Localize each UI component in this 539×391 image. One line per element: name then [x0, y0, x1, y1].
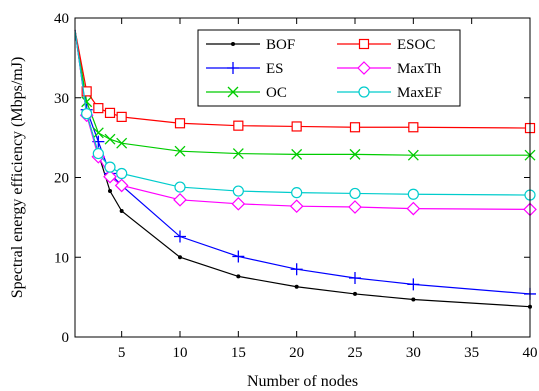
data-point-maxef: [291, 187, 303, 199]
data-point-maxef: [232, 185, 244, 197]
data-point-oc: [104, 133, 116, 145]
data-point-maxef: [81, 108, 93, 120]
data-point-maxef: [349, 187, 361, 200]
legend-item-esoc: ESOC: [337, 37, 435, 53]
legend-marker-oc: [227, 86, 239, 98]
legend-label-oc: OC: [266, 85, 287, 101]
legend-label-esoc: ESOC: [397, 37, 435, 53]
data-point-oc: [92, 127, 104, 139]
plot-marks: [74, 29, 537, 309]
legend-label-maxef: MaxEF: [397, 85, 442, 101]
data-point-bof: [178, 255, 182, 260]
axis-ticks: 5 10 15 20 25 30 35 40 0 10 20 30 40: [54, 11, 538, 361]
data-point-maxef: [104, 161, 116, 173]
series-maxth: [74, 29, 537, 217]
data-point-oc: [349, 148, 361, 160]
data-point-oc: [407, 149, 419, 161]
data-point-esoc: [349, 122, 361, 133]
data-point-bof: [294, 284, 299, 289]
data-point-maxth: [114, 178, 129, 193]
data-point-maxth: [348, 200, 362, 214]
legend-item-es: ES: [206, 61, 284, 77]
data-point-esoc: [104, 107, 116, 119]
x-tick-label: 40: [523, 345, 538, 361]
data-point-maxef: [174, 181, 186, 193]
data-point-esoc: [233, 120, 244, 131]
data-point-es: [407, 278, 420, 291]
series-maxef: [74, 29, 536, 201]
data-point-esoc: [81, 86, 92, 97]
data-point-oc: [291, 148, 303, 160]
legend-marker-bof: [231, 42, 235, 46]
data-point-oc: [116, 137, 128, 149]
y-axis-label: Spectral energy efficiency (Mbps/mJ): [9, 57, 26, 299]
data-point-maxth: [406, 201, 421, 216]
data-point-maxth: [289, 199, 304, 214]
data-point-bof: [353, 291, 357, 296]
y-tick-label: 0: [62, 330, 70, 346]
y-tick-label: 20: [54, 171, 69, 187]
y-tick-label: 10: [54, 250, 69, 266]
x-tick-label: 10: [173, 345, 188, 361]
legend-marker-esoc: [358, 38, 370, 50]
x-axis-label: Number of nodes: [247, 373, 358, 390]
legend-item-oc: OC: [206, 85, 287, 101]
x-tick-label: 20: [289, 345, 304, 361]
legend-marker-maxth: [357, 61, 371, 75]
x-tick-label: 35: [464, 345, 479, 361]
data-point-oc: [81, 96, 93, 108]
legend-item-bof: BOF: [206, 37, 295, 53]
data-point-maxef: [92, 147, 104, 160]
data-point-maxef: [116, 167, 128, 180]
data-point-oc: [174, 145, 186, 157]
data-point-esoc: [116, 111, 127, 122]
data-point-maxth: [231, 196, 246, 211]
legend-marker-maxef: [358, 86, 370, 98]
data-point-maxth: [103, 169, 117, 184]
x-tick-label: 30: [406, 345, 421, 361]
legend-marker-es: [227, 62, 239, 74]
data-point-bof: [108, 189, 112, 194]
data-point-maxth: [173, 192, 187, 207]
data-point-bof: [236, 274, 241, 279]
legend-item-maxth: MaxTh: [337, 61, 442, 77]
x-tick-label: 15: [231, 345, 246, 361]
data-point-esoc: [93, 103, 104, 114]
plot-frame: [74, 17, 531, 338]
legend-item-maxef: MaxEF: [337, 85, 442, 101]
series-oc: [74, 29, 536, 161]
data-point-bof: [411, 297, 416, 302]
data-point-es: [290, 263, 303, 276]
data-point-esoc: [291, 121, 302, 132]
x-tick-label: 5: [118, 345, 126, 361]
legend-label-bof: BOF: [266, 37, 295, 53]
y-tick-label: 40: [54, 11, 69, 27]
data-point-es: [174, 230, 186, 243]
data-point-oc: [232, 148, 244, 160]
data-point-es: [232, 250, 245, 263]
legend-label-maxth: MaxTh: [397, 61, 442, 77]
data-point-esoc: [408, 122, 419, 133]
data-point-esoc: [174, 118, 186, 129]
data-point-maxef: [407, 188, 419, 200]
y-tick-label: 30: [54, 91, 69, 107]
legend-label-es: ES: [266, 61, 284, 77]
x-tick-label: 25: [348, 345, 363, 361]
data-point-es: [349, 271, 361, 284]
data-point-bof: [119, 208, 124, 213]
